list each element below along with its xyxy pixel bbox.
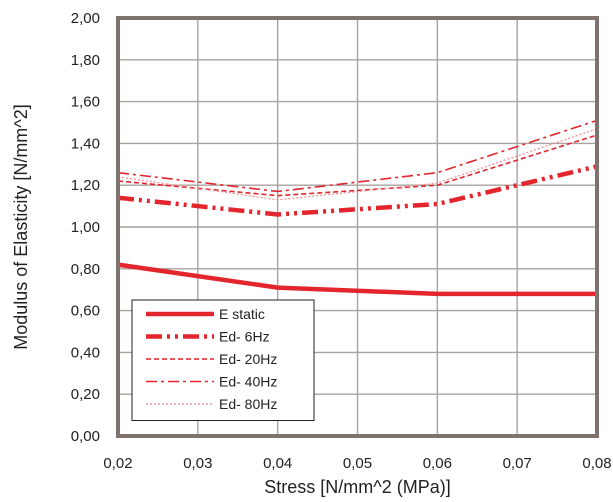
- plot-frame: [116, 16, 599, 438]
- y-tick-label: 0,00: [71, 428, 100, 445]
- series-line-3: [117, 119, 598, 193]
- x-tick-label: 0,03: [183, 455, 212, 472]
- legend-label: E static: [219, 306, 265, 322]
- y-tick-label: 1,60: [71, 94, 100, 111]
- y-tick-label: 0,40: [71, 344, 100, 361]
- x-tick-labels: 0,02 0,03 0,04 0,05 0,06 0,07 0,08: [103, 455, 611, 472]
- series-line-0: [117, 262, 597, 297]
- x-tick-label: 0,07: [503, 455, 532, 472]
- legend-label: Ed- 80Hz: [219, 396, 277, 412]
- y-tick-label: 0,20: [71, 386, 100, 403]
- y-tick-label: 2,00: [71, 10, 100, 27]
- y-tick-label: 1,00: [71, 219, 100, 236]
- legend-label: Ed- 20Hz: [219, 351, 277, 367]
- legend-label: Ed- 6Hz: [219, 329, 270, 345]
- legend-label: Ed- 40Hz: [219, 374, 277, 390]
- y-tick-label: 1,80: [71, 52, 100, 69]
- x-tick-label: 0,02: [103, 455, 132, 472]
- series-group: [117, 119, 598, 297]
- x-axis-title: Stress [N/mm^2 (MPa)]: [264, 477, 450, 497]
- x-tick-label: 0,06: [423, 455, 452, 472]
- y-tick-label: 1,20: [71, 177, 100, 194]
- y-tick-labels: 0,00 0,20 0,40 0,60 0,80 1,00 1,20 1,40 1,60 1,80…: [71, 10, 100, 445]
- y-tick-label: 0,60: [71, 303, 100, 320]
- x-tick-label: 0,05: [343, 455, 372, 472]
- x-tick-label: 0,04: [263, 455, 292, 472]
- y-axis-title: Modulus of Elasticity [N/mm^2]: [11, 104, 31, 350]
- x-tick-label: 0,08: [582, 455, 611, 472]
- series-line-4: [117, 128, 598, 201]
- legend-box: [131, 299, 315, 421]
- y-tick-label: 1,40: [71, 135, 100, 152]
- series-line-1: [117, 164, 598, 217]
- y-tick-label: 0,80: [71, 261, 100, 278]
- legend: E static Ed- 6Hz Ed- 20Hz Ed- 40Hz Ed- 80Hz: [131, 299, 315, 421]
